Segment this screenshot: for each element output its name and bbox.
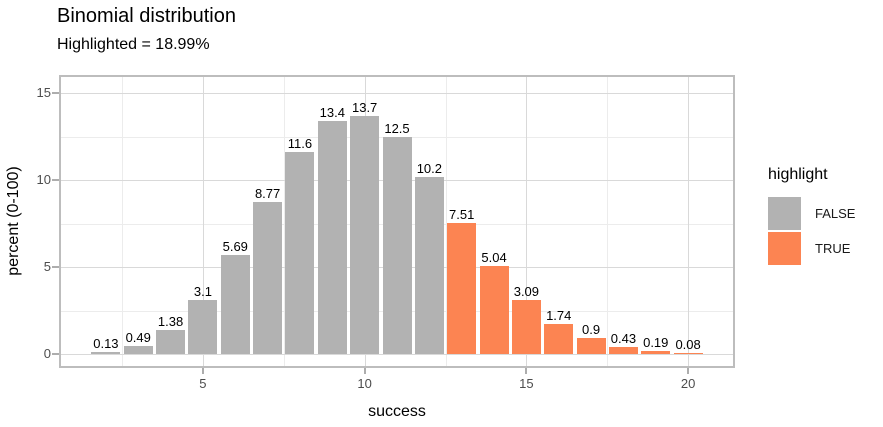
y-tick: [52, 179, 59, 182]
bar-label: 10.2: [416, 160, 442, 176]
bar: [608, 346, 638, 355]
x-tick: [201, 368, 204, 374]
bar: [91, 351, 121, 355]
bar: [479, 266, 509, 355]
bar-label: 0.19: [643, 334, 669, 350]
plot-subtitle: Highlighted = 18.99%: [57, 36, 210, 53]
legend-item-true: TRUE: [768, 232, 855, 265]
y-gridline-major: [59, 354, 735, 356]
bar: [285, 152, 315, 355]
legend-swatch-false: [768, 197, 801, 230]
bar: [123, 345, 153, 355]
x-gridline-major: [202, 75, 204, 368]
bar-label: 8.77: [254, 185, 281, 201]
bar: [382, 136, 412, 355]
bar-label: 3.1: [193, 284, 212, 300]
x-gridline-minor: [122, 75, 124, 368]
x-gridline-major: [688, 75, 690, 368]
x-gridline-minor: [283, 75, 285, 368]
bar-label: 11.6: [287, 136, 313, 152]
bar: [447, 223, 477, 355]
legend-label-false: FALSE: [815, 206, 856, 221]
bar-label: 0.43: [610, 330, 637, 346]
x-gridline-minor: [445, 75, 447, 368]
y-tick-label: 5: [43, 259, 51, 275]
x-tick: [687, 368, 690, 374]
y-gridline-major: [59, 93, 735, 95]
legend-item-false: FALSE: [768, 197, 855, 230]
y-tick: [52, 353, 59, 356]
bar: [350, 115, 380, 355]
bar: [156, 330, 186, 355]
bar: [253, 201, 283, 355]
bar: [673, 352, 703, 355]
bar: [576, 338, 606, 355]
bar: [220, 255, 250, 355]
x-axis-title: success: [368, 403, 426, 420]
y-tick-label: 0: [43, 346, 51, 362]
bar-label: 12.5: [384, 120, 410, 136]
legend-label-true: TRUE: [815, 241, 851, 256]
bar-label: 1.74: [546, 307, 572, 323]
x-tick: [525, 368, 528, 374]
bar: [544, 323, 574, 355]
bar-label: 3.09: [513, 284, 540, 300]
x-tick-label: 15: [519, 376, 534, 391]
y-tick-label: 15: [36, 85, 51, 101]
bar-label: 13.4: [319, 105, 345, 121]
plot-panel: 0.13 0.49 1.38 3.1 5.69 8.77 11.6 13.4 13.7 12.5 1…: [37, 75, 735, 391]
legend-title: highlight: [768, 166, 828, 183]
bar: [414, 176, 444, 355]
legend-swatch-true: [768, 232, 801, 265]
x-gridline-major: [526, 75, 528, 368]
bar-label: 13.7: [351, 99, 378, 115]
x-tick-label: 20: [680, 376, 696, 391]
plot-title: Binomial distribution: [57, 5, 236, 27]
bar-label: 7.51: [449, 207, 475, 223]
bar-label: 0.49: [125, 329, 151, 345]
y-tick: [52, 266, 59, 269]
bar-label: 0.13: [93, 335, 119, 351]
bar-label: 5.69: [222, 239, 248, 255]
bar: [317, 121, 347, 355]
bar: [511, 300, 541, 355]
x-gridline-minor: [607, 75, 609, 368]
legend: highlight FALSE TRUE: [768, 166, 855, 267]
bar: [641, 350, 671, 355]
bar-label: 0.9: [582, 322, 601, 338]
x-tick-label: 10: [357, 376, 372, 391]
x-tick: [363, 368, 366, 374]
bar-label: 0.08: [675, 336, 701, 352]
bar: [188, 300, 218, 355]
bar-label: 5.04: [481, 250, 507, 266]
y-tick: [52, 92, 59, 95]
bar-label: 1.38: [157, 314, 184, 330]
y-tick-label: 10: [36, 172, 51, 188]
x-tick-label: 5: [199, 376, 207, 391]
